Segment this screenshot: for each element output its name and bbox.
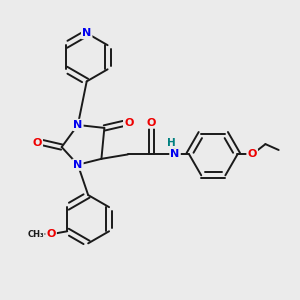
Text: CH₃: CH₃ [27,230,44,239]
Text: O: O [46,229,56,239]
Text: O: O [147,118,156,128]
Text: O: O [124,118,134,128]
Text: H: H [167,138,176,148]
Text: N: N [73,120,83,130]
Text: O: O [248,149,257,159]
Text: O: O [32,138,42,148]
Text: N: N [170,149,180,159]
Text: N: N [82,28,91,38]
Text: N: N [73,160,83,170]
